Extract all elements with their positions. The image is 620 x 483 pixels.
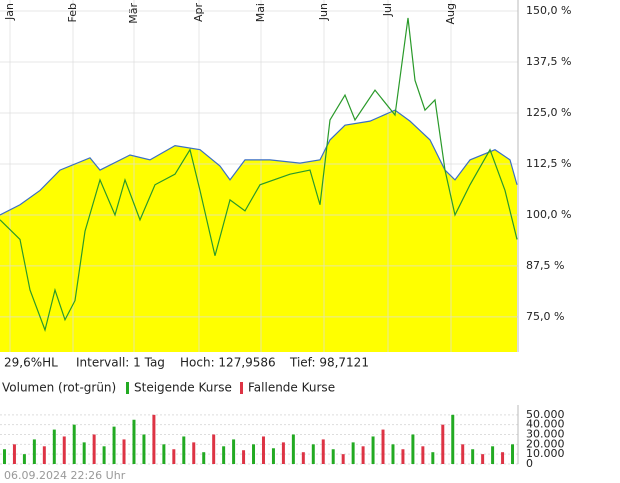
timestamp: 06.09.2024 22:26 Uhr bbox=[4, 469, 126, 482]
volume-bar bbox=[281, 442, 285, 464]
volume-bar bbox=[341, 454, 345, 464]
y-tick-label: 112,5 % bbox=[526, 157, 571, 170]
line bbox=[0, 17, 518, 332]
y-tick-label: 100,0 % bbox=[526, 208, 571, 221]
x-tick-label: Jul bbox=[381, 3, 394, 17]
y-tick-label: 137,5 % bbox=[526, 55, 571, 68]
y-tick-label: 50.000 bbox=[526, 408, 565, 421]
y-tick-label: 40.000 bbox=[526, 418, 565, 431]
volume-bar bbox=[102, 446, 106, 464]
volume-bar bbox=[132, 419, 136, 464]
volume-bar bbox=[62, 436, 66, 464]
y-tick-label: 20.000 bbox=[526, 437, 565, 450]
volume-bar bbox=[351, 442, 355, 464]
y-tick-label: 87,5 % bbox=[526, 259, 564, 272]
y-tick-label: 0 bbox=[526, 457, 533, 470]
y-tick-label: 125,0 % bbox=[526, 106, 571, 119]
legend-label: Fallende Kurse bbox=[248, 381, 335, 395]
x-tick-label: Mär bbox=[127, 3, 140, 24]
volume-bar bbox=[361, 446, 365, 464]
volume-bar bbox=[331, 449, 335, 464]
x-tick-label: Feb bbox=[66, 3, 79, 22]
y-tick-label: 10.000 bbox=[526, 447, 565, 460]
volume-bar bbox=[261, 436, 265, 464]
info-label: 29,6%HL bbox=[4, 356, 58, 370]
volume-bar bbox=[202, 452, 206, 464]
volume-bar bbox=[212, 434, 216, 464]
volume-bar bbox=[22, 454, 26, 464]
volume-bar bbox=[411, 434, 415, 464]
volume-bar bbox=[152, 414, 156, 464]
volume-bar bbox=[431, 452, 435, 464]
volume-bar bbox=[291, 434, 295, 464]
x-tick-label: Jan bbox=[3, 3, 16, 21]
volume-bar bbox=[32, 439, 36, 464]
volume-bar bbox=[391, 444, 395, 464]
x-tick-label: Jun bbox=[317, 3, 330, 21]
info-label: Hoch: 127,9586 bbox=[180, 356, 276, 370]
info-label: Tief: 98,7121 bbox=[289, 356, 369, 370]
y-tick-label: 150,0 % bbox=[526, 4, 571, 17]
volume-bar bbox=[501, 452, 505, 464]
volume-bar bbox=[172, 449, 176, 464]
volume-bar bbox=[301, 452, 305, 464]
line bbox=[0, 109, 518, 216]
volume-bar bbox=[222, 446, 226, 464]
volume-bar bbox=[92, 434, 96, 464]
volume-bar bbox=[471, 449, 475, 464]
volume-bar bbox=[182, 436, 186, 464]
y-tick-label: 30.000 bbox=[526, 428, 565, 441]
volume-bar bbox=[511, 444, 515, 464]
volume-bar bbox=[142, 434, 146, 464]
volume-bar bbox=[371, 436, 375, 464]
x-tick-label: Aug bbox=[444, 3, 457, 24]
volume-bar bbox=[491, 446, 495, 464]
volume-bar bbox=[461, 444, 465, 464]
volume-bar bbox=[441, 424, 445, 464]
volume-bar bbox=[271, 448, 275, 464]
volume-bar bbox=[252, 444, 256, 464]
volume-bar bbox=[321, 439, 325, 464]
info-label: Intervall: 1 Tag bbox=[76, 356, 165, 370]
legend-swatch bbox=[126, 382, 129, 394]
y-tick-label: 75,0 % bbox=[526, 310, 564, 323]
volume-bar bbox=[421, 446, 425, 464]
volume-bar bbox=[52, 429, 56, 464]
x-tick-label: Mai bbox=[254, 3, 267, 22]
volume-bar bbox=[162, 444, 166, 464]
volume-bar bbox=[122, 439, 126, 464]
volume-bar bbox=[381, 429, 385, 464]
volume-bar bbox=[311, 444, 315, 464]
volume-bar bbox=[401, 449, 405, 464]
volume-bar bbox=[82, 442, 86, 464]
volume-bar bbox=[12, 444, 16, 464]
volume-bar bbox=[192, 442, 196, 464]
volume-bar bbox=[42, 446, 46, 464]
volume-bar bbox=[232, 439, 236, 464]
volume-bar bbox=[2, 449, 6, 464]
volume-bar bbox=[72, 424, 76, 464]
volume-bar bbox=[242, 450, 246, 464]
legend-label: Steigende Kurse bbox=[134, 381, 232, 395]
legend-swatch bbox=[240, 382, 243, 394]
volume-bar bbox=[481, 454, 485, 464]
chart-title: Volumen (rot-grün) bbox=[2, 381, 116, 395]
x-tick-label: Apr bbox=[192, 3, 205, 23]
volume-bar bbox=[451, 414, 455, 464]
volume-bar bbox=[112, 426, 116, 464]
